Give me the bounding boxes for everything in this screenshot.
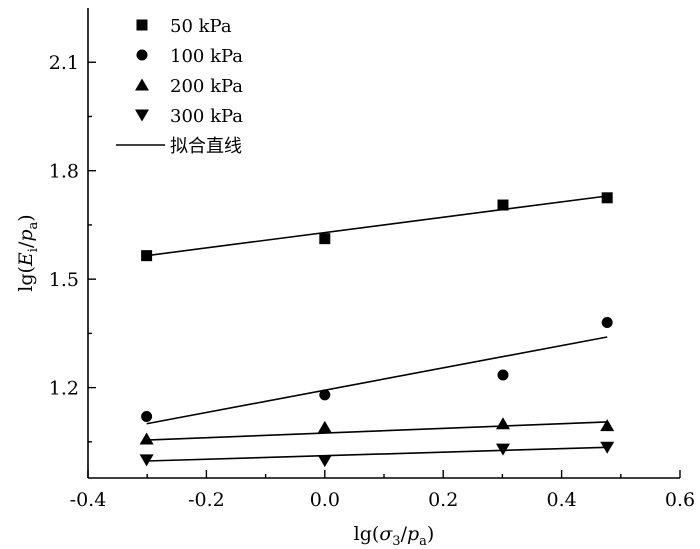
data-point (139, 454, 154, 467)
x-tick-label: 0.6 (665, 489, 695, 511)
x-tick-label: 0.0 (310, 489, 340, 511)
legend-label: 100 kPa (170, 46, 243, 67)
y-ticks: 1.2 1.5 1.8 2.1 (49, 52, 96, 443)
data-point (601, 192, 613, 204)
data-point (317, 420, 332, 433)
data-point (319, 233, 331, 245)
data-point (600, 419, 615, 432)
y-axis-label: lg(Ei/pa) (15, 214, 41, 291)
y-tick-label: 1.8 (49, 161, 79, 183)
legend-marker (136, 49, 148, 61)
y-tick-label: 2.1 (49, 52, 79, 74)
legend-marker (135, 78, 149, 91)
data-point (495, 443, 510, 456)
x-ticks: -0.4 -0.2 0.0 0.2 0.4 0.6 (70, 470, 695, 511)
data-points (139, 192, 615, 468)
legend-marker (136, 19, 148, 31)
fit-line (146, 336, 608, 425)
data-point (141, 411, 153, 423)
legend-label: 300 kPa (170, 106, 243, 127)
x-axis-label: lg(σ3/pa) (354, 523, 435, 549)
data-point (601, 317, 613, 329)
data-point (317, 455, 332, 468)
fit-line (146, 195, 608, 257)
data-point (141, 250, 153, 262)
x-tick-label: 0.4 (546, 489, 576, 511)
x-tick-label: -0.2 (188, 489, 225, 511)
legend-label: 50 kPa (170, 16, 232, 37)
data-point (319, 389, 331, 401)
data-point (497, 369, 509, 381)
data-point (139, 432, 154, 445)
fit-line (146, 421, 608, 441)
y-tick-label: 1.2 (49, 378, 79, 400)
data-point (497, 199, 509, 211)
x-tick-label: -0.4 (70, 489, 107, 511)
legend: 50 kPa 100 kPa 200 kPa 300 kPa 拟合直线 (116, 16, 243, 157)
data-point (495, 417, 510, 430)
fit-line (146, 446, 608, 462)
fit-lines (146, 195, 608, 462)
data-point (600, 441, 615, 454)
legend-label: 拟合直线 (170, 136, 242, 157)
legend-marker (135, 109, 149, 122)
x-tick-label: 0.2 (428, 489, 458, 511)
legend-label: 200 kPa (170, 76, 243, 97)
y-tick-label: 1.5 (49, 269, 79, 291)
